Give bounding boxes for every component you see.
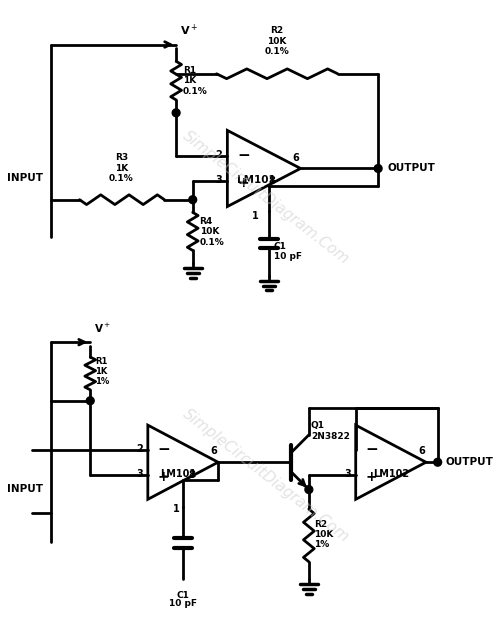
Text: LM101: LM101 — [236, 175, 275, 185]
Circle shape — [433, 459, 441, 466]
Text: SimpleCircuitDiagram.Com: SimpleCircuitDiagram.Com — [179, 407, 351, 546]
Text: R1
1K
0.1%: R1 1K 0.1% — [182, 66, 207, 96]
Text: R2
10K
0.1%: R2 10K 0.1% — [264, 27, 289, 56]
Text: R2
10K
1%: R2 10K 1% — [313, 520, 333, 549]
Text: 6: 6 — [292, 153, 299, 163]
Text: 1: 1 — [173, 504, 179, 514]
Text: 6: 6 — [417, 446, 424, 456]
Text: R1
1K
1%: R1 1K 1% — [95, 357, 109, 386]
Text: Q1
2N3822: Q1 2N3822 — [310, 421, 349, 441]
Circle shape — [304, 486, 312, 493]
Text: 8: 8 — [269, 176, 275, 186]
Text: LM101: LM101 — [160, 469, 196, 479]
Text: 2: 2 — [136, 444, 143, 454]
Text: 3: 3 — [215, 175, 222, 185]
Text: 8: 8 — [188, 470, 195, 480]
Text: 3: 3 — [343, 468, 350, 478]
Text: SimpleCircuitDiagram.Com: SimpleCircuitDiagram.Com — [179, 128, 351, 267]
Text: INPUT: INPUT — [8, 483, 43, 494]
Text: −: − — [157, 442, 170, 457]
Text: INPUT: INPUT — [8, 173, 43, 183]
Circle shape — [188, 196, 196, 203]
Text: LM102: LM102 — [372, 469, 408, 479]
Text: R4
10K
0.1%: R4 10K 0.1% — [199, 217, 224, 247]
Circle shape — [374, 164, 381, 172]
Text: V$^+$: V$^+$ — [94, 322, 111, 336]
Text: +: + — [157, 470, 169, 483]
Text: 6: 6 — [210, 446, 216, 456]
Text: C1
10 pF: C1 10 pF — [273, 242, 301, 261]
Circle shape — [172, 109, 180, 117]
Text: 10 pF: 10 pF — [169, 599, 196, 608]
Text: V$^+$: V$^+$ — [180, 22, 197, 38]
Text: 3: 3 — [136, 468, 143, 478]
Text: −: − — [236, 148, 249, 163]
Text: OUTPUT: OUTPUT — [387, 163, 435, 174]
Text: C1: C1 — [176, 591, 189, 600]
Text: 1: 1 — [252, 211, 259, 221]
Circle shape — [86, 397, 94, 405]
Text: R3
1K
0.1%: R3 1K 0.1% — [109, 153, 134, 183]
Text: 2: 2 — [215, 150, 222, 160]
Text: OUTPUT: OUTPUT — [444, 457, 492, 467]
Text: −: − — [365, 442, 377, 457]
Text: +: + — [236, 176, 248, 190]
Text: +: + — [365, 470, 376, 483]
